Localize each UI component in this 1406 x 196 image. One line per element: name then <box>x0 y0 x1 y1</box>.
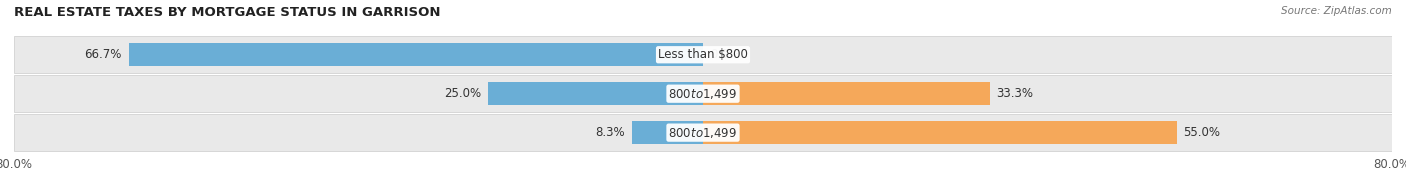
Text: Less than $800: Less than $800 <box>658 48 748 61</box>
Bar <box>14 36 1392 74</box>
Bar <box>14 114 1392 151</box>
Text: 25.0%: 25.0% <box>444 87 481 100</box>
Text: REAL ESTATE TAXES BY MORTGAGE STATUS IN GARRISON: REAL ESTATE TAXES BY MORTGAGE STATUS IN … <box>14 6 440 19</box>
Bar <box>128 43 703 66</box>
Text: Source: ZipAtlas.com: Source: ZipAtlas.com <box>1281 6 1392 16</box>
Text: 33.3%: 33.3% <box>997 87 1033 100</box>
Text: $800 to $1,499: $800 to $1,499 <box>668 126 738 140</box>
Text: 55.0%: 55.0% <box>1184 126 1220 139</box>
Text: 8.3%: 8.3% <box>595 126 624 139</box>
Bar <box>14 75 1392 112</box>
Bar <box>703 82 990 105</box>
Text: 66.7%: 66.7% <box>84 48 122 61</box>
Text: $800 to $1,499: $800 to $1,499 <box>668 87 738 101</box>
Bar <box>631 121 703 144</box>
Bar <box>488 82 703 105</box>
Text: 0.0%: 0.0% <box>710 48 740 61</box>
Bar <box>703 121 1177 144</box>
